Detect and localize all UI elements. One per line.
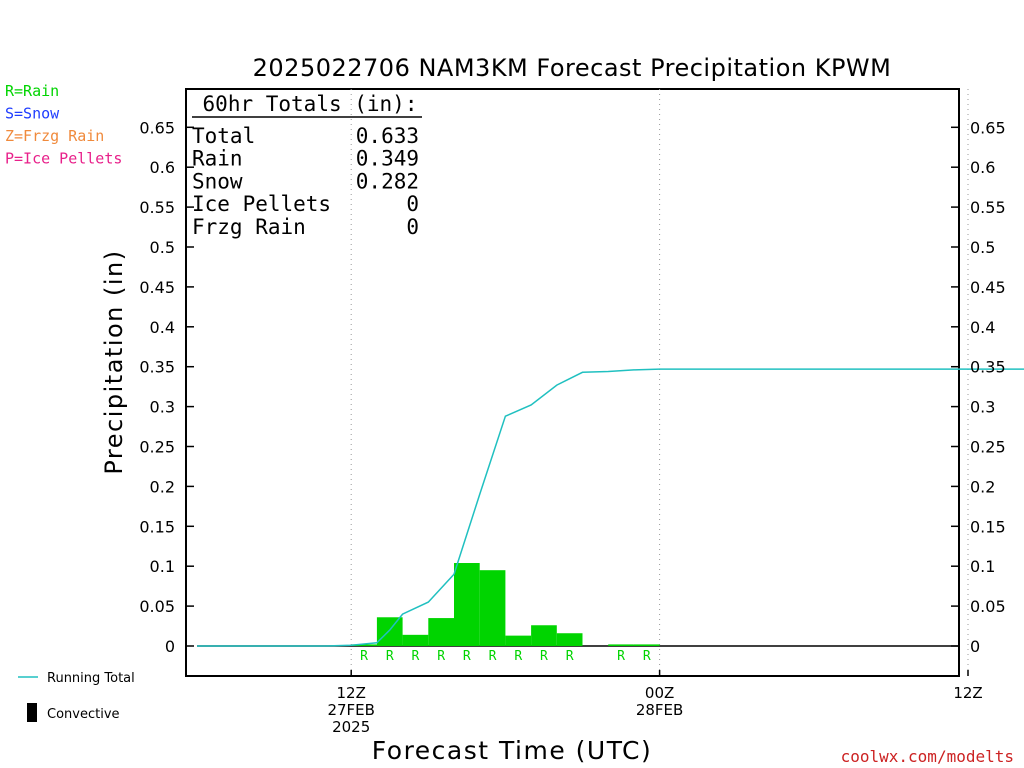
x-tick-label: 12Z: [953, 684, 982, 702]
y-tick-label-left: 0.15: [139, 517, 175, 536]
y-tick-label-right: 0.6: [970, 158, 995, 177]
precip-bar: [633, 644, 660, 646]
y-tick-label-right: 0.45: [970, 278, 1006, 297]
precip-type-labels: RRRRRRRRRRRSSSSSR: [360, 649, 651, 664]
y-tick-label-left: 0.3: [150, 398, 175, 417]
y-tick-label-right: 0.35: [970, 358, 1006, 377]
precip-type-label: R: [540, 649, 548, 664]
y-tick-label-right: 0.65: [970, 118, 1006, 137]
footer-credit: coolwx.com/modelts: [841, 747, 1014, 766]
totals-row-label: Total: [192, 124, 255, 148]
precip-bar: [608, 644, 634, 646]
precip-type-label: R: [437, 649, 445, 664]
precip-type-label: R: [386, 649, 394, 664]
precip-type-label: R: [514, 649, 522, 664]
ptype-legend-item: P=Ice Pellets: [5, 150, 122, 168]
ptype-legend-item: R=Rain: [5, 82, 59, 100]
totals-row-label: Frzg Rain: [192, 215, 306, 239]
totals-row-label: Ice Pellets: [192, 192, 331, 216]
y-tick-label-right: 0.1: [970, 557, 995, 576]
y-tick-label-right: 0.2: [970, 477, 995, 496]
y-tick-label-left: 0.25: [139, 438, 175, 457]
y-tick-label-left: 0.2: [150, 477, 175, 496]
running-total-series: [197, 368, 1024, 647]
totals-row-value: 0: [406, 215, 419, 239]
chart-title: 2025022706 NAM3KM Forecast Precipitation…: [253, 54, 892, 82]
totals-header: 60hr Totals (in):: [203, 92, 418, 116]
precip-bar: [556, 633, 583, 646]
y-tick-label-right: 0.5: [970, 238, 995, 257]
y-axis-label: Precipitation (in): [100, 249, 128, 474]
precip-type-label: R: [617, 649, 625, 664]
y-tick-label-left: 0.55: [139, 198, 175, 217]
precip-type-legend: R=Rain S=Snow Z=Frzg Rain P=Ice Pellets: [5, 82, 122, 168]
totals-row-label: Snow: [192, 169, 243, 193]
y-tick-label-right: 0: [970, 637, 980, 656]
y-tick-label-right: 0.4: [970, 318, 995, 337]
x-axis-label: Forecast Time (UTC): [372, 736, 652, 765]
precip-bar: [428, 618, 454, 646]
x-tick-label: 27FEB: [327, 701, 374, 719]
precip-type-label: R: [463, 649, 471, 664]
running-total-legend-label: Running Total: [47, 671, 135, 686]
convective-legend-swatch: [27, 703, 37, 722]
grid-lines: [350, 89, 969, 676]
y-axis-right: 0 0.05 0.1 0.15 0.2 0.25 0.3 0.35 0.4 0.45 0.5 0.55…: [951, 118, 1006, 656]
precip-type-label: R: [489, 649, 497, 664]
totals-row-value: 0.282: [356, 169, 419, 193]
precip-type-label: R: [566, 649, 574, 664]
precip-bar: [376, 617, 403, 646]
totals-row-value: 0: [406, 192, 419, 216]
precip-bar: [505, 635, 532, 646]
precip-bar: [454, 563, 480, 646]
precip-type-label: R: [643, 649, 651, 664]
ptype-legend-item: S=Snow: [5, 105, 60, 123]
y-tick-label-left: 0.65: [139, 118, 175, 137]
precip-bar: [351, 644, 377, 646]
x-tick-label: 12Z: [337, 684, 366, 702]
y-axis-left: 0 0.05 0.1 0.15 0.2 0.25 0.3 0.35 0.4 0.45 0.5 0.55…: [139, 118, 194, 656]
precip-type-label: R: [412, 649, 420, 664]
y-tick-label-left: 0.35: [139, 358, 175, 377]
x-tick-label: 28FEB: [636, 701, 683, 719]
x-tick-label: 2025: [332, 718, 370, 736]
plot-frame: [185, 88, 960, 677]
ptype-legend-item: Z=Frzg Rain: [5, 127, 104, 145]
y-tick-label-left: 0.1: [150, 557, 175, 576]
totals-row-value: 0.633: [356, 124, 419, 148]
totals-box: 60hr Totals (in): Total 0.633 Rain 0.349 Sno…: [192, 92, 422, 239]
precip-type-label: R: [360, 649, 368, 664]
x-axis: 12Z27FEB202500Z28FEB12Z00Z1MAR12Z: [327, 670, 983, 736]
y-tick-label-left: 0.4: [150, 318, 175, 337]
y-tick-label-left: 0.5: [150, 238, 175, 257]
y-tick-label-right: 0.55: [970, 198, 1006, 217]
running-total-line: [197, 368, 1024, 647]
x-tick-label: 00Z: [645, 684, 674, 702]
y-tick-label-left: 0: [165, 637, 175, 656]
y-tick-label-right: 0.25: [970, 438, 1006, 457]
precip-bar: [402, 634, 429, 646]
y-tick-label-left: 0.05: [139, 597, 175, 616]
y-tick-label-right: 0.3: [970, 398, 995, 417]
precip-bar: [531, 625, 557, 646]
convective-legend-label: Convective: [47, 707, 120, 722]
y-tick-label-left: 0.45: [139, 278, 175, 297]
y-tick-label-left: 0.6: [150, 158, 175, 177]
hourly-precip-bars: [351, 563, 660, 646]
y-tick-label-right: 0.05: [970, 597, 1006, 616]
precip-bar: [479, 570, 506, 646]
totals-row-label: Rain: [192, 147, 243, 171]
totals-row-value: 0.349: [356, 147, 419, 171]
y-tick-label-right: 0.15: [970, 517, 1006, 536]
